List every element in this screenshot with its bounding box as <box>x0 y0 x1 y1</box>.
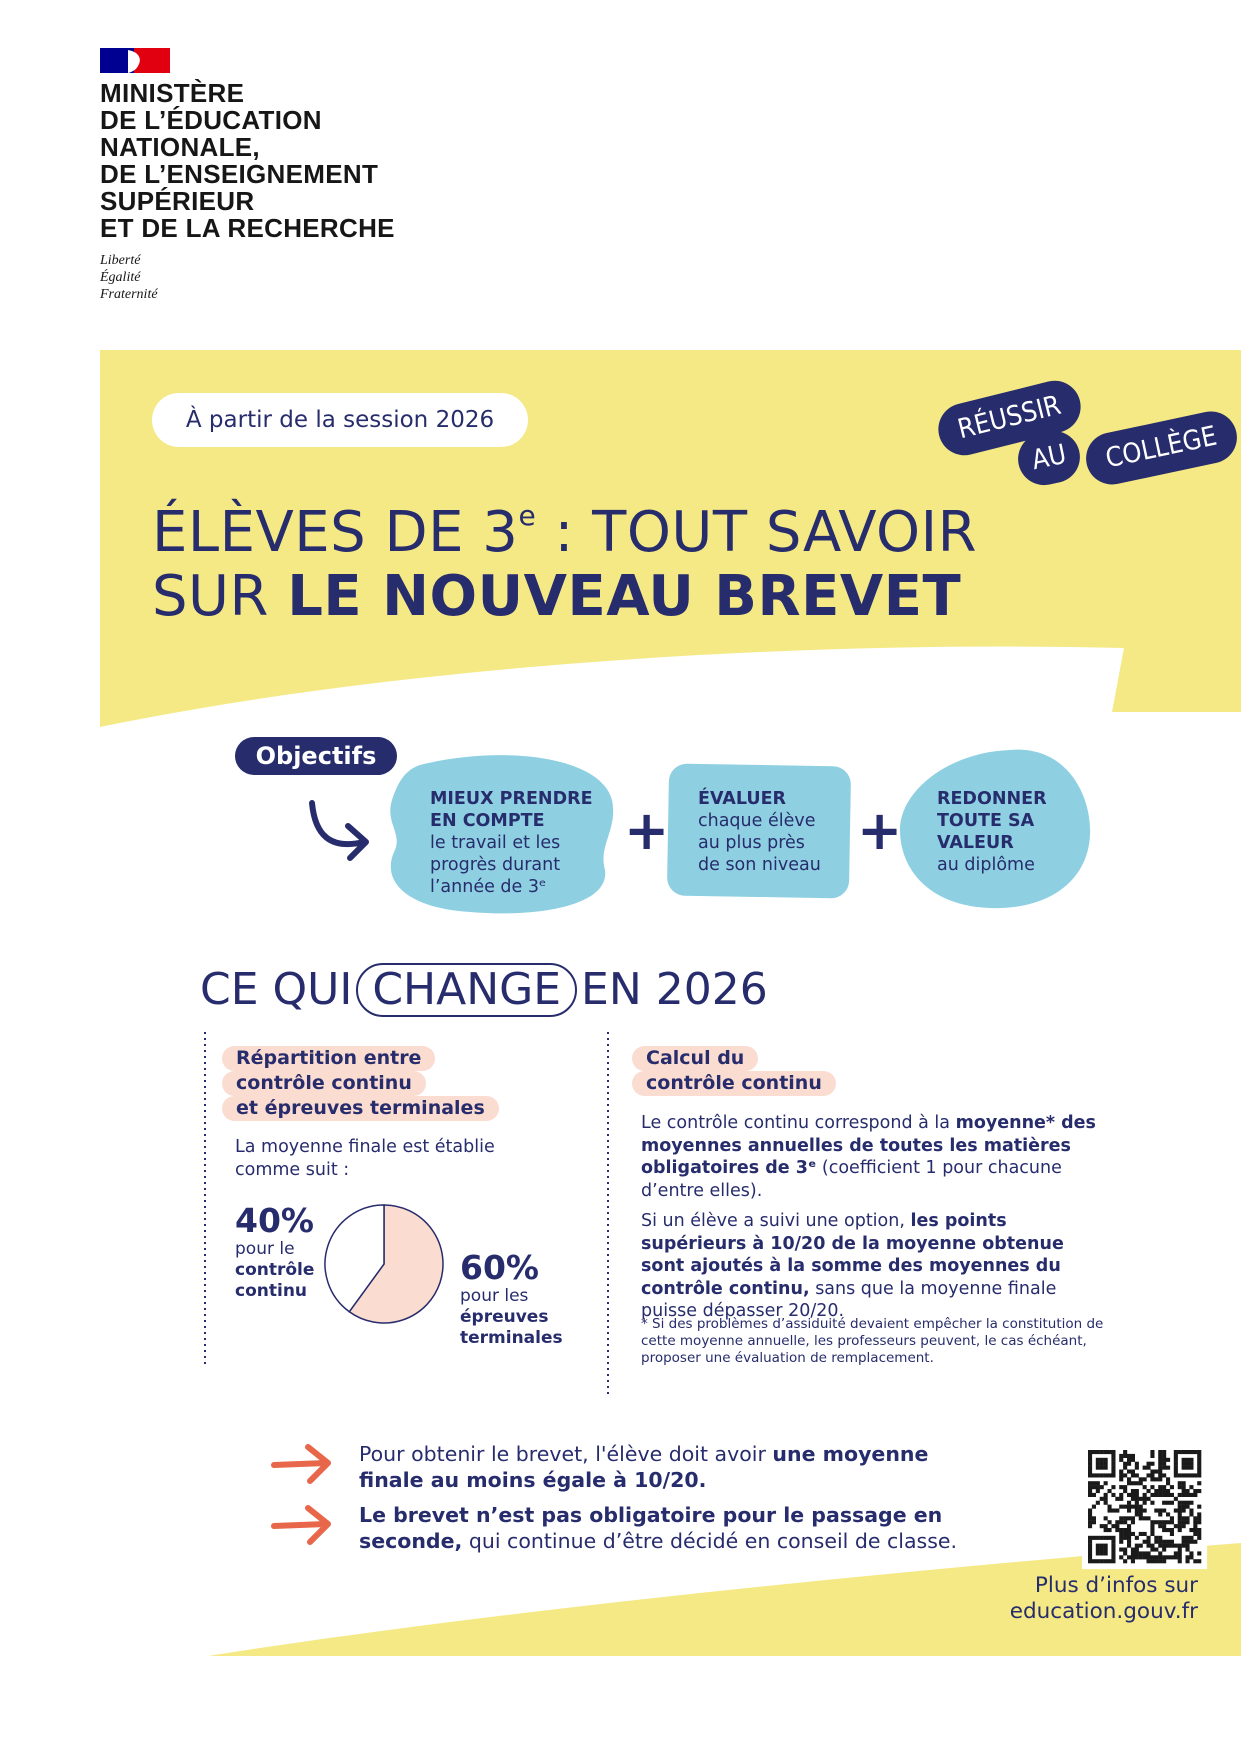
text-bold: les points supérieurs à 10/20 de la moye… <box>641 1211 1064 1299</box>
text-bold: Le brevet n’est pas obligatoire pour le … <box>359 1503 943 1553</box>
more-info: Plus d’infos sur education.gouv.fr <box>1010 1573 1198 1625</box>
devise-line: Égalité <box>100 270 141 285</box>
objectifs-label: Objectifs <box>235 737 397 775</box>
pct-label: terminales <box>460 1328 563 1348</box>
devise: Liberté Égalité Fraternité <box>100 252 158 303</box>
left-intro: La moyenne finale est établie comme suit… <box>235 1137 495 1180</box>
pie-slice-controle-continu <box>324 1204 385 1313</box>
qr-code-icon <box>1082 1444 1208 1570</box>
objective-bold: REDONNER <box>937 789 1047 809</box>
heading-highlight: CHANGE <box>356 963 578 1017</box>
bullet-2: Le brevet n’est pas obligatoire pour le … <box>359 1502 979 1554</box>
left-section-label: Répartition entre contrôle continu et ép… <box>222 1046 499 1121</box>
distribution-pie-chart <box>324 1204 444 1324</box>
arrow-right-icon <box>271 1444 331 1484</box>
label-line: contrôle continu <box>632 1071 836 1096</box>
text-bold: une moyenne finale au moins égale à 10/2… <box>359 1442 929 1492</box>
footnote: * Si des problèmes d’assiduité devaient … <box>641 1316 1104 1366</box>
pct-label: épreuves <box>460 1307 549 1327</box>
objective-bubble-1 <box>390 755 614 914</box>
text: qui continue d’être décidé en conseil de… <box>462 1529 958 1553</box>
changes-heading: CE QUI CHANGE EN 2026 <box>200 960 768 1020</box>
pct-pre: pour les <box>460 1286 529 1306</box>
label-line: contrôle continu <box>222 1071 426 1096</box>
title-text: ÉLÈVES DE 3 <box>152 500 519 565</box>
devise-line: Fraternité <box>100 287 158 302</box>
title-text: : TOUT SAVOIR <box>536 500 978 565</box>
text-bold: moyenne* des moyennes annuelles de toute… <box>641 1113 1096 1178</box>
objective-2-text: ÉVALUER chaque élève au plus près de son n… <box>698 788 821 876</box>
page-title: ÉLÈVES DE 3e : TOUT SAVOIR SUR LE NOUVEA… <box>152 484 977 629</box>
plus-icon: + <box>857 799 903 862</box>
objective-text: au plus près <box>698 833 805 853</box>
ministry-line: MINISTÈRE <box>100 78 245 108</box>
title-sup: e <box>518 499 537 532</box>
objective-bubble-3 <box>900 749 1091 909</box>
ministry-line: NATIONALE, <box>100 132 260 162</box>
pct-pre: pour le <box>235 1239 295 1259</box>
ministry-line: SUPÉRIEUR <box>100 186 255 216</box>
right-paragraph-2: Si un élève a suivi une option, les poin… <box>641 1210 1111 1323</box>
label-line: Répartition entre <box>222 1046 436 1071</box>
objective-text: au diplôme <box>937 855 1035 875</box>
objective-bold: VALEUR <box>937 833 1014 853</box>
text: Pour obtenir le brevet, l'élève doit avo… <box>359 1442 773 1466</box>
objective-bold: EN COMPTE <box>430 811 545 831</box>
bullet-1: Pour obtenir le brevet, l'élève doit avo… <box>359 1441 979 1493</box>
pct-label: contrôle <box>235 1260 315 1280</box>
objective-text: chaque élève <box>698 811 816 831</box>
devise-line: Liberté <box>100 253 141 268</box>
objective-bubble-2 <box>667 763 851 899</box>
plus-icon: + <box>624 799 670 862</box>
objective-bold: MIEUX PRENDRE <box>430 789 593 809</box>
pct-continu: 40% <box>235 1201 314 1240</box>
marianne-flag-icon <box>100 48 170 73</box>
heading-text: EN 2026 <box>581 964 768 1015</box>
text: sans que la moyenne finale puisse dépass… <box>641 1278 1057 1322</box>
pie-slice-epreuves-terminales <box>348 1204 444 1324</box>
footer-yellow-band <box>208 1543 1241 1656</box>
objective-bold: TOUTE SA <box>937 811 1035 831</box>
curved-arrow-icon <box>309 800 369 861</box>
pct-terminal-block: 60% pour les épreuves terminales <box>460 1250 563 1349</box>
objective-3-text: REDONNER TOUTE SA VALEUR au diplôme <box>937 788 1047 876</box>
right-section-label: Calcul du contrôle continu <box>632 1046 836 1096</box>
objective-text: de son niveau <box>698 855 821 875</box>
label-line: et épreuves terminales <box>222 1096 499 1121</box>
objective-1-text: MIEUX PRENDRE EN COMPTE le travail et les… <box>430 788 593 898</box>
ministry-line: DE L’ÉDUCATION <box>100 105 322 135</box>
more-info-label: Plus d’infos sur <box>1034 1573 1198 1598</box>
pct-continu-block: 40% pour le contrôle continu <box>235 1203 314 1302</box>
label-line: Calcul du <box>632 1046 759 1071</box>
objective-text: l’année de 3ᵉ <box>430 877 547 897</box>
objective-text: progrès durant <box>430 855 561 875</box>
text: Le contrôle continu correspond à la <box>641 1113 956 1133</box>
objective-bold: ÉVALUER <box>698 789 787 809</box>
text: Si un élève a suivi une option, <box>641 1211 911 1231</box>
heading-text: CE QUI <box>200 964 353 1015</box>
ministry-line: DE L’ENSEIGNEMENT <box>100 159 379 189</box>
right-paragraph-1: Le contrôle continu correspond à la moye… <box>641 1112 1096 1202</box>
text: (coefficient 1 pour chacune d’entre elle… <box>641 1158 1062 1201</box>
pct-label: continu <box>235 1281 308 1301</box>
objective-text: le travail et les <box>430 833 561 853</box>
more-info-link[interactable]: education.gouv.fr <box>1009 1599 1198 1624</box>
ministry-name: MINISTÈRE DE L’ÉDUCATION NATIONALE, DE L… <box>100 80 395 242</box>
pct-terminal: 60% <box>460 1248 539 1287</box>
session-badge: À partir de la session 2026 <box>152 393 528 447</box>
title-text: SUR <box>152 564 288 629</box>
title-bold: LE NOUVEAU BREVET <box>287 564 962 629</box>
arrow-right-icon <box>271 1505 331 1545</box>
ministry-line: ET DE LA RECHERCHE <box>100 213 395 243</box>
